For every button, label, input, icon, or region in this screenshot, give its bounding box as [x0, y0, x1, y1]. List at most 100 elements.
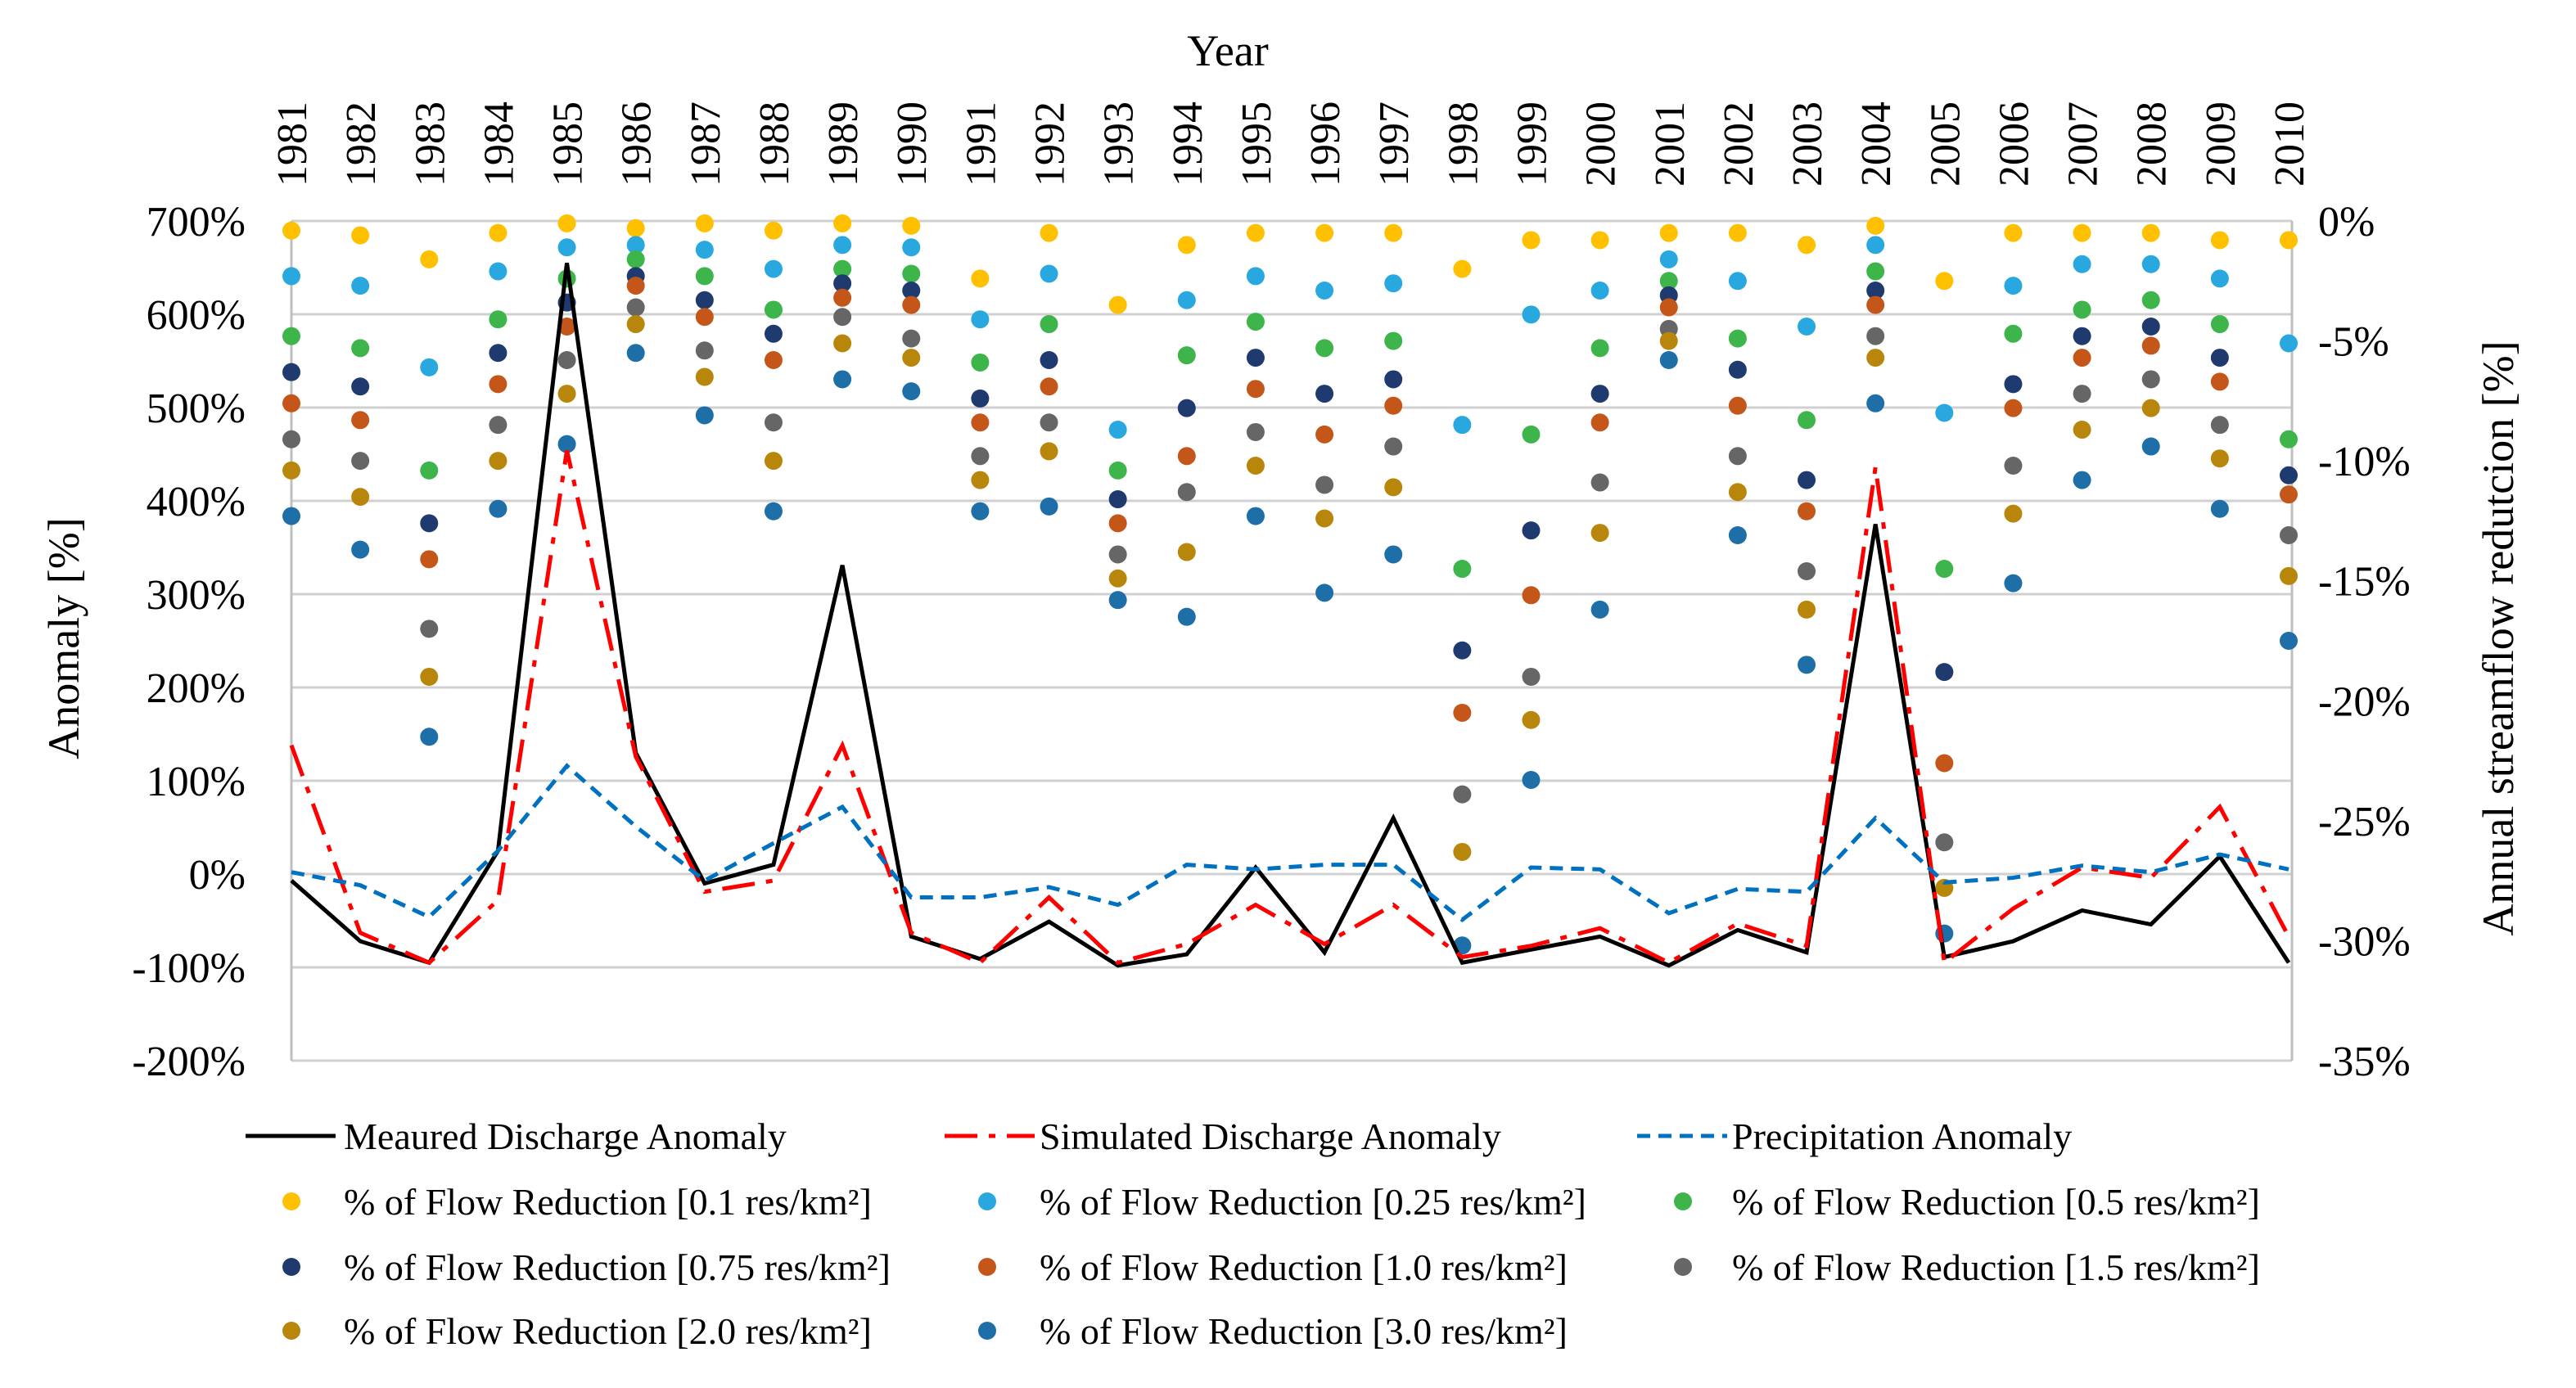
y-right-tick-label: 0% [2318, 199, 2375, 246]
y-right-tick-label: -20% [2318, 678, 2411, 725]
flow-reduction-point [2280, 334, 2298, 353]
flow-reduction-point [1659, 351, 1678, 370]
flow-reduction-point [2280, 430, 2298, 448]
flow-reduction-point [282, 363, 300, 381]
flow-reduction-point [1798, 561, 1816, 580]
flow-reduction-point [971, 502, 990, 520]
flow-reduction-point [2004, 574, 2023, 593]
flow-reduction-point [764, 221, 783, 240]
x-tick-label: 1992 [1027, 101, 1074, 187]
flow-reduction-point [1108, 490, 1127, 509]
x-tick-label: 1989 [820, 101, 867, 187]
x-tick-label: 1985 [545, 101, 592, 187]
flow-reduction-point [1315, 385, 1334, 403]
flow-reduction-point [1040, 442, 1058, 461]
flow-reduction-point [1798, 471, 1816, 489]
flow-reduction-point [1040, 223, 1058, 242]
flow-reduction-point [2004, 223, 2023, 242]
flow-reduction-point [351, 226, 370, 245]
flow-reduction-point [1315, 425, 1334, 444]
flow-reduction-point [1040, 413, 1058, 432]
x-tick-label: 2003 [1784, 101, 1831, 187]
flow-reduction-point [420, 667, 439, 686]
flow-reduction-point [1590, 473, 1609, 492]
flow-reduction-point [1728, 329, 1747, 348]
flow-reduction-point [2073, 421, 2091, 439]
flow-reduction-point [557, 435, 576, 453]
flow-reduction-point [1728, 447, 1747, 466]
flow-reduction-point [833, 274, 852, 293]
flow-reduction-point [557, 238, 576, 257]
flow-reduction-point [282, 221, 300, 240]
flow-reduction-point [764, 502, 783, 520]
flow-reduction-point [489, 452, 508, 471]
flow-reduction-point [1866, 282, 1885, 300]
legend-dot-swatch [978, 1192, 996, 1210]
flow-reduction-point [2210, 349, 2229, 367]
flow-reduction-point [282, 430, 300, 448]
legend-label: % of Flow Reduction [0.5 res/km²] [1732, 1181, 2260, 1223]
flow-reduction-point [1384, 396, 1403, 415]
flow-reduction-point [420, 461, 439, 480]
flow-reduction-point [2141, 255, 2160, 273]
flow-reduction-point [1659, 272, 1678, 291]
flow-reduction-point [2210, 315, 2229, 334]
flow-reduction-point [2004, 375, 2023, 394]
flow-reduction-point [626, 315, 645, 334]
flow-reduction-point [764, 351, 783, 370]
flow-reduction-point [557, 351, 576, 370]
flow-reduction-point [1866, 349, 1885, 367]
flow-reduction-point [2073, 300, 2091, 319]
y-tick-label: 0% [189, 852, 246, 899]
flow-reduction-point [2141, 370, 2160, 389]
flow-reduction-point [764, 413, 783, 432]
flow-reduction-point [489, 499, 508, 518]
flow-reduction-point [902, 329, 921, 348]
flow-reduction-point [833, 370, 852, 389]
flow-reduction-point [2280, 485, 2298, 504]
flow-reduction-point [557, 214, 576, 232]
y-tick-label: 400% [147, 479, 246, 525]
flow-reduction-point [1522, 521, 1541, 540]
x-tick-label: 2001 [1647, 101, 1694, 187]
flow-reduction-point [1659, 298, 1678, 317]
flow-reduction-point [1040, 264, 1058, 283]
axis-labels: 700% 600% 500% 400% 300% 200% 100% 0% -100% -200%… [39, 26, 2523, 1085]
flow-reduction-point [1384, 437, 1403, 456]
flow-reduction-point [489, 344, 508, 363]
flow-reduction-point [2004, 324, 2023, 343]
flow-reduction-point [1453, 785, 1472, 804]
series-line-dash [291, 763, 2290, 923]
flow-reduction-point [2004, 277, 2023, 295]
x-tick-label: 1993 [1096, 101, 1143, 187]
flow-reduction-point [1177, 346, 1196, 365]
flow-reduction-point [2073, 327, 2091, 345]
flow-reduction-point [1935, 560, 1954, 579]
x-tick-label: 1986 [614, 101, 661, 187]
flow-reduction-point [764, 324, 783, 343]
flow-reduction-point [351, 540, 370, 559]
y-tick-label: 300% [147, 572, 246, 619]
flow-reduction-point [420, 620, 439, 638]
flow-reduction-point [1315, 584, 1334, 602]
flow-reduction-point [420, 728, 439, 746]
flow-reduction-point [833, 214, 852, 232]
flow-reduction-point [351, 277, 370, 295]
x-tick-label: 1994 [1165, 101, 1211, 187]
flow-reduction-point [2073, 255, 2091, 273]
x-tick-label: 1988 [751, 101, 798, 187]
anomaly-lines [289, 262, 2291, 968]
flow-reduction-point [695, 267, 714, 286]
flow-reduction-point [764, 259, 783, 278]
flow-reduction-point [626, 250, 645, 268]
flow-reduction-point [1315, 339, 1334, 358]
y-right-tick-label: -30% [2318, 918, 2411, 965]
flow-reduction-point [1040, 377, 1058, 396]
flow-reduction-point [1453, 259, 1472, 278]
x-tick-label: 1999 [1509, 101, 1555, 187]
y-tick-label: -100% [132, 945, 246, 992]
flow-reduction-point [902, 238, 921, 257]
flow-reduction-point [626, 298, 645, 317]
flow-reduction-point [2004, 504, 2023, 523]
flow-reduction-point [2280, 231, 2298, 250]
